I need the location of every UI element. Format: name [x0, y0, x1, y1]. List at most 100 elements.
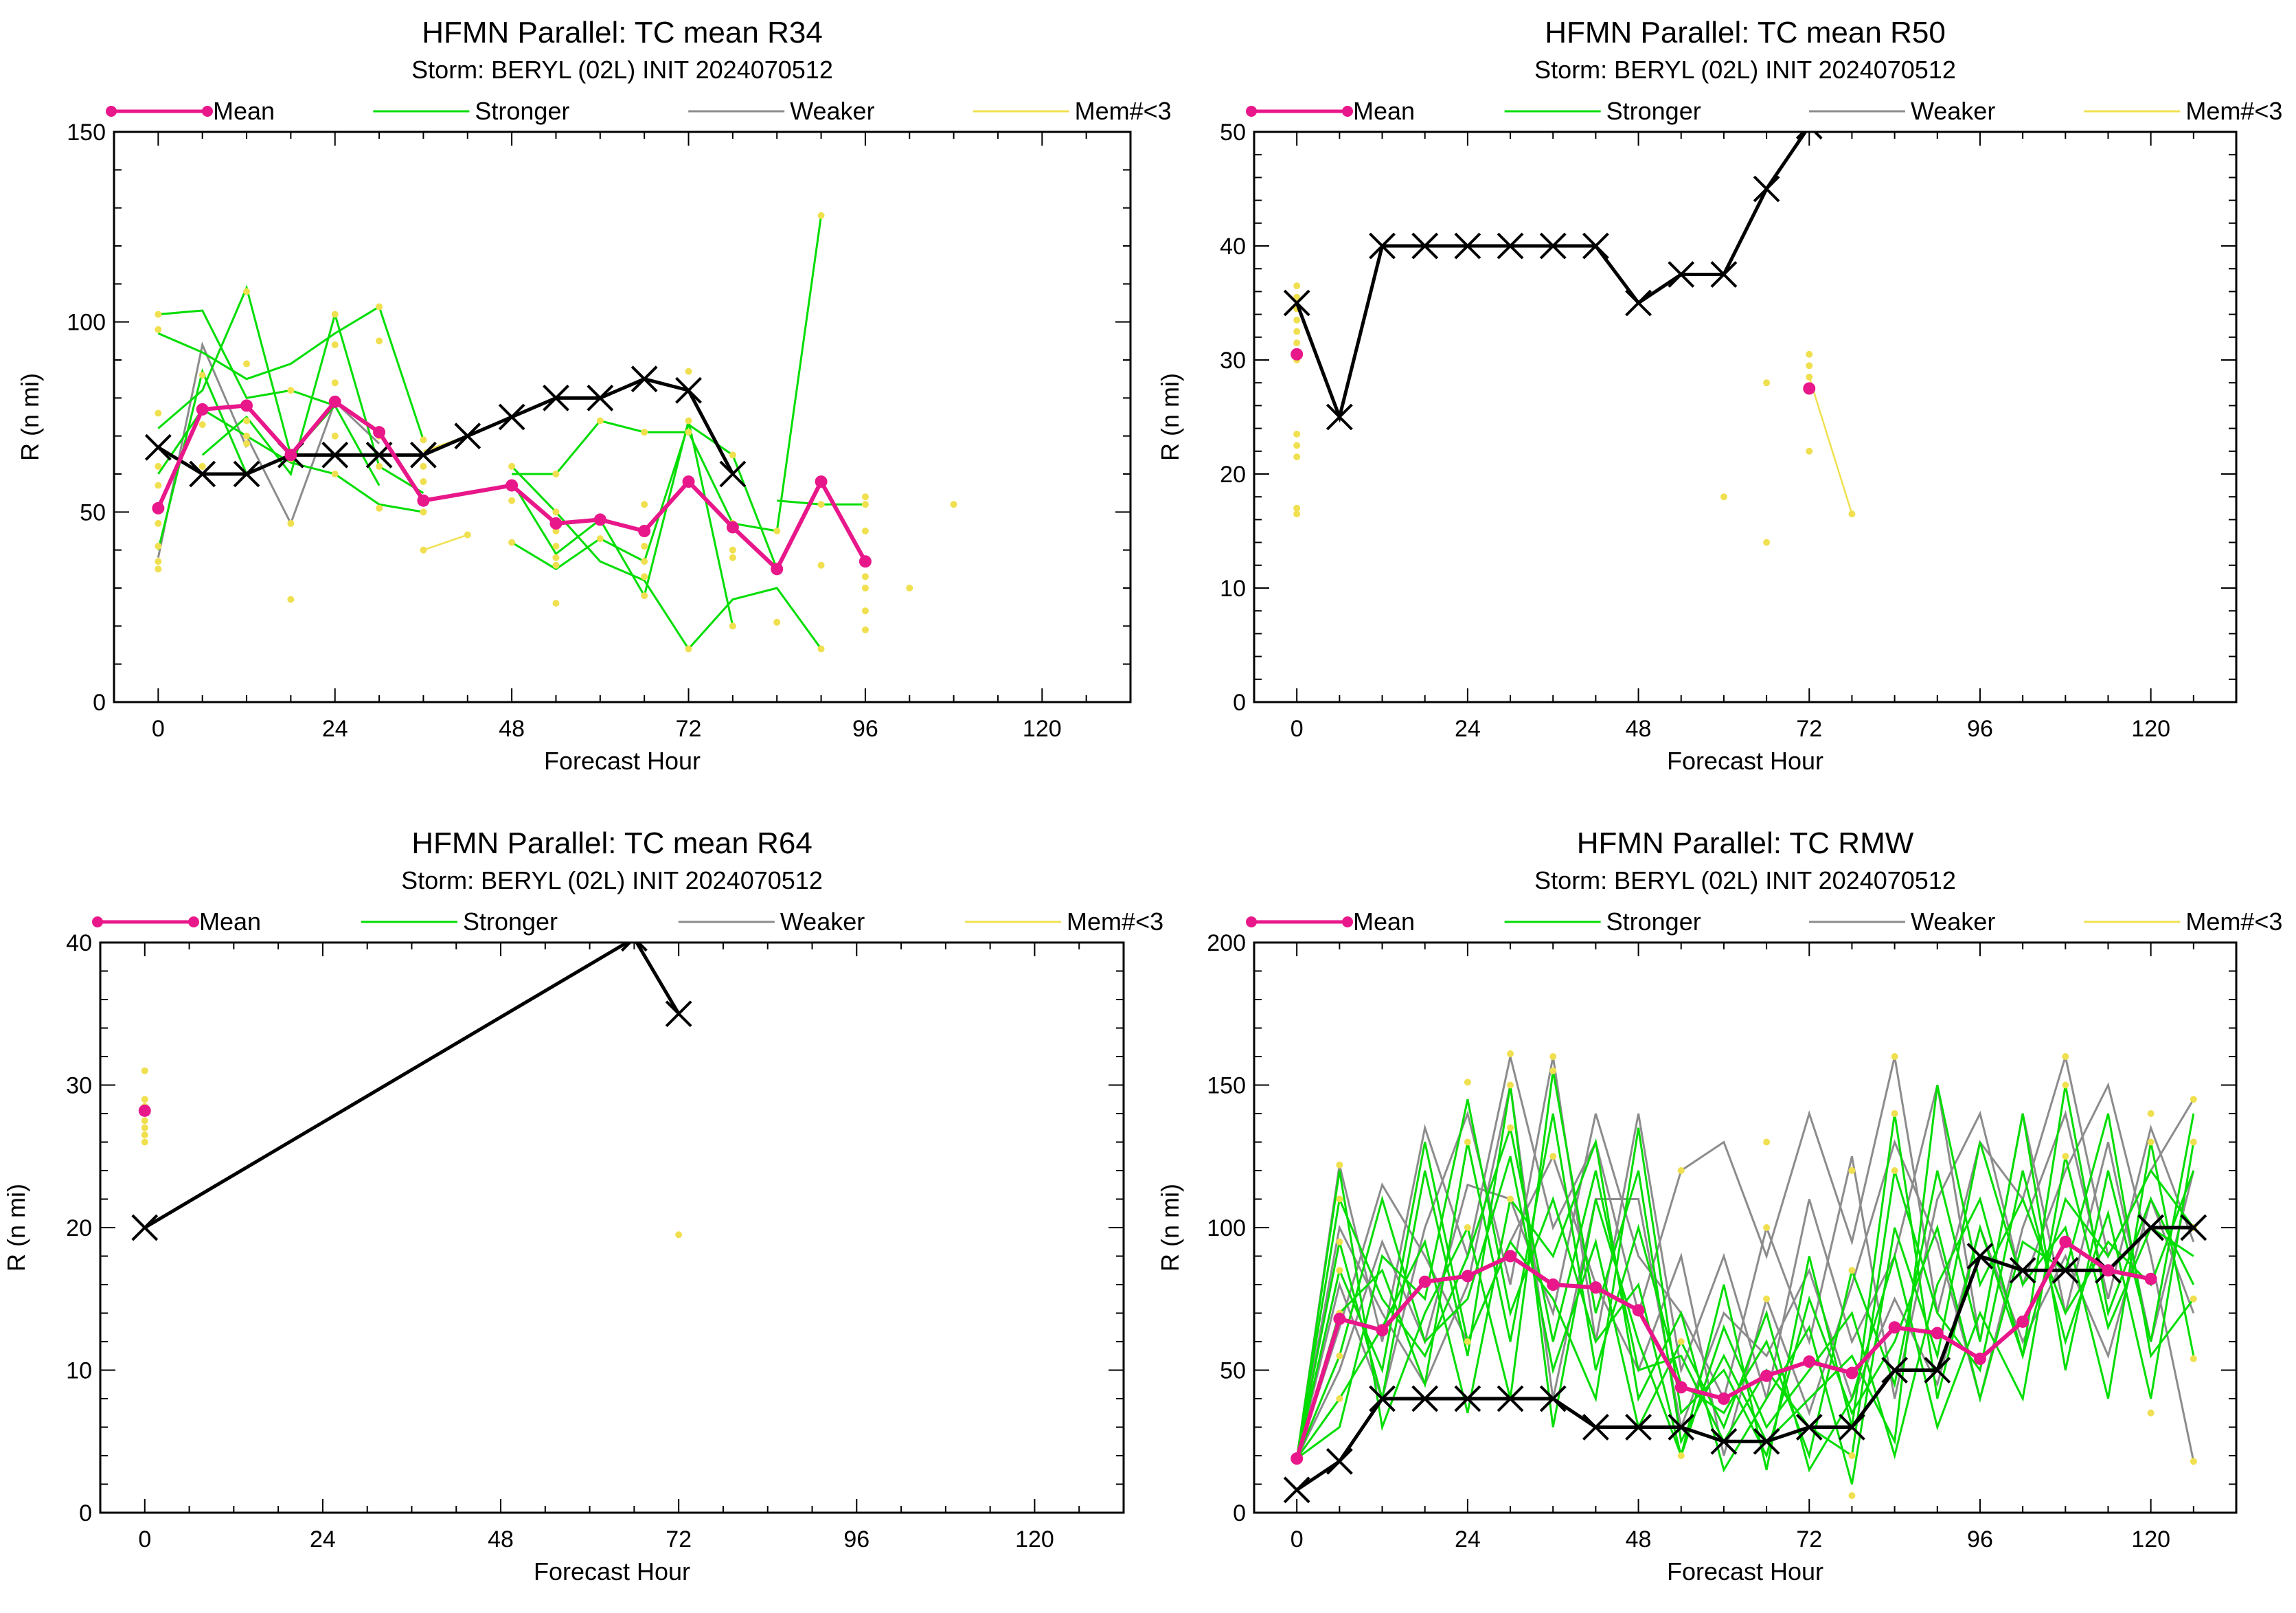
legend-label: Mem#<3: [1075, 97, 1172, 125]
x-tick-label: 72: [676, 716, 702, 742]
mean-point: [859, 555, 872, 568]
x-tick-label: 72: [666, 1526, 692, 1553]
chart-legend: Mean Stronger Weaker Mem#<3: [1246, 907, 2282, 936]
mean-point: [2016, 1315, 2030, 1328]
chart-subtitle: Storm: BERYL (02L) INIT 2024070512: [1534, 866, 1956, 894]
chart-legend: Mean Stronger Weaker Mem#<3: [92, 907, 1163, 936]
observed-marker: [620, 943, 648, 952]
observed-marker: [1283, 289, 1310, 317]
mean-point: [373, 426, 386, 439]
members-lt3-point: [141, 1138, 148, 1146]
members-lt3-point: [155, 462, 162, 470]
members-lt3-point: [1507, 1195, 1514, 1203]
observed-marker: [1539, 1385, 1567, 1412]
observed-marker: [1924, 1357, 1951, 1384]
plot-frame: [99, 941, 1125, 1514]
observed-marker: [665, 1000, 692, 1028]
mean-point: [549, 517, 562, 530]
mean-point: [328, 395, 341, 408]
mean-point: [1376, 1324, 1389, 1337]
y-tick-label: 20: [1220, 462, 1246, 488]
legend-label: Stronger: [1606, 907, 1701, 936]
legend-item-stronger: Stronger: [361, 907, 558, 936]
observed-marker: [1881, 1357, 1909, 1384]
members-lt3-point: [1763, 379, 1771, 387]
members-lt3-point: [420, 478, 427, 486]
x-axis-label: Forecast Hour: [1667, 1557, 1823, 1586]
legend-marker: [1246, 106, 1257, 117]
stronger-track: [157, 368, 248, 551]
members-lt3-point: [861, 501, 869, 508]
members-lt3-point: [1336, 1352, 1343, 1360]
stronger-track: [1295, 1123, 2195, 1459]
members-lt3-point: [1677, 1452, 1685, 1459]
legend-marker: [202, 106, 213, 117]
y-tick-label: 10: [66, 1358, 92, 1384]
mean-point: [638, 525, 651, 537]
y-axis-label: R (n mi): [1156, 373, 1184, 461]
observed-marker: [1369, 232, 1396, 260]
members-lt3-point: [155, 311, 162, 318]
stronger-track: [201, 311, 424, 494]
members-lt3-point: [1806, 447, 1813, 455]
y-tick-label: 20: [66, 1215, 92, 1241]
x-tick-label: 24: [1455, 716, 1481, 742]
members-lt3-point: [1336, 1267, 1343, 1274]
members-lt3-point: [376, 337, 383, 345]
mean-point: [1333, 1312, 1346, 1325]
y-axis-label: R (n mi): [16, 373, 44, 461]
observed-marker: [1795, 1414, 1823, 1441]
members-lt3-point: [508, 462, 516, 470]
mean-point: [1589, 1281, 1602, 1294]
mean-point: [1674, 1381, 1687, 1394]
members-lt3-point: [420, 436, 427, 444]
observed-marker: [1668, 1414, 1695, 1441]
chart-panel-3: HFMN Parallel: TC mean R64 Storm: BERYL (…: [2, 826, 1163, 1586]
observed-marker: [1710, 261, 1738, 288]
members-lt3-point: [141, 1117, 148, 1125]
legend-label: Stronger: [463, 907, 558, 936]
mean-point: [682, 475, 695, 488]
members-lt3-point: [287, 596, 295, 603]
members-lt3-point: [464, 531, 471, 539]
mean-point: [284, 449, 297, 462]
y-axis-label: R (n mi): [1156, 1184, 1184, 1272]
observed-marker: [131, 1214, 159, 1241]
data-layer: [131, 943, 692, 1241]
members-lt3-point: [2190, 1458, 2197, 1465]
members-lt3-point: [155, 409, 162, 417]
members-lt3-point: [729, 554, 736, 561]
observed-marker: [675, 376, 702, 404]
y-tick-label: 50: [1220, 1358, 1246, 1384]
members-lt3-point: [155, 558, 162, 565]
legend-item-mem-3: Mem#<3: [965, 907, 1163, 936]
members-lt3-point: [1336, 1238, 1343, 1245]
observed-marker: [1668, 261, 1695, 288]
members-lt3-point: [1763, 1295, 1771, 1302]
x-tick-label: 24: [322, 716, 348, 742]
x-tick-label: 96: [852, 716, 878, 742]
members-lt3-point: [1293, 453, 1301, 461]
x-tick-label: 72: [1796, 1526, 1822, 1553]
members-lt3-point: [1848, 510, 1856, 518]
observed-marker: [1497, 232, 1524, 260]
members-lt3-point: [1336, 1161, 1343, 1169]
legend-item-mean: Mean: [1246, 97, 1415, 125]
members-lt3-point: [2062, 1153, 2069, 1160]
members-lt3-point: [817, 645, 825, 653]
stronger-track: [158, 309, 380, 486]
legend-item-weaker: Weaker: [688, 97, 875, 125]
chart-panel-2: HFMN Parallel: TC mean R50 Storm: BERYL (…: [1156, 16, 2282, 775]
y-tick-label: 40: [1220, 234, 1246, 260]
members-lt3-point: [198, 372, 206, 379]
legend-item-stronger: Stronger: [1504, 907, 1701, 936]
members-lt3-point: [141, 1124, 148, 1131]
members-lt3-point: [2190, 1355, 2197, 1362]
legend-item-mean: Mean: [1246, 907, 1415, 936]
observed-marker: [1753, 175, 1780, 203]
members-lt3-point: [596, 417, 604, 425]
observed-marker: [1283, 1476, 1310, 1504]
chart-panel-1: HFMN Parallel: TC mean R34 Storm: BERYL (…: [16, 16, 1172, 775]
members-lt3-point: [1464, 1224, 1471, 1231]
x-axis-label: Forecast Hour: [544, 747, 701, 775]
